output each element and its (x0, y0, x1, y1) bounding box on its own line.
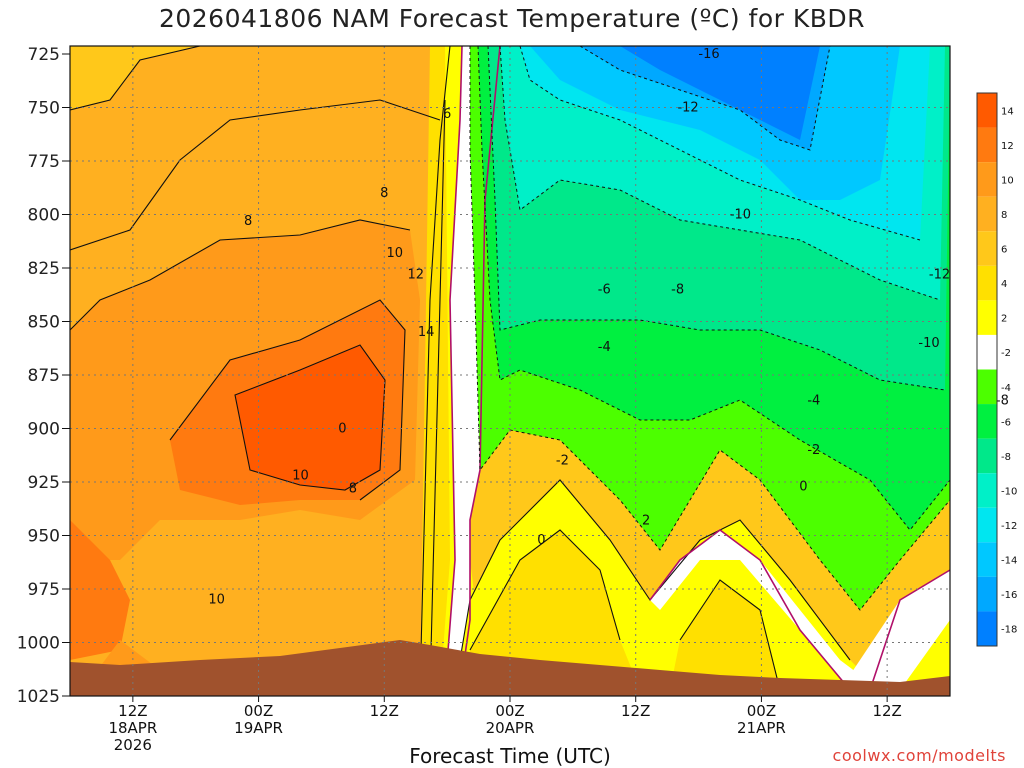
x-tick-label: 12Z (621, 702, 650, 720)
contour-label: 8 (349, 481, 357, 496)
x-tick-label: 21APR (737, 719, 786, 737)
colorbar-swatch (977, 196, 997, 232)
contour-label: -12 (929, 267, 950, 282)
colorbar-label: -16 (1001, 590, 1017, 601)
colorbar-swatch (977, 611, 997, 646)
colorbar-swatch (977, 127, 997, 163)
contour-label: -16 (698, 47, 719, 62)
colorbar-frame (976, 92, 998, 647)
contour-lines (70, 46, 851, 691)
y-tick-label: 975 (28, 580, 60, 600)
colorbar-label: 8 (1001, 210, 1007, 221)
contour-label: -12 (677, 101, 698, 116)
y-tick-label: 925 (28, 473, 60, 493)
x-tick-label: 12Z (872, 702, 901, 720)
contour-label: -2 (807, 443, 820, 458)
contour-label: -10 (918, 336, 939, 351)
colorbar-swatch (977, 231, 997, 266)
y-tick-label: 1025 (17, 687, 60, 707)
contour-label: 2 (642, 514, 650, 529)
colorbar-label: 12 (1001, 141, 1014, 152)
x-tick-label: 00Z (244, 702, 273, 720)
x-tick-label: 20APR (486, 719, 535, 737)
colorbar-label: -8 (1001, 452, 1011, 463)
chart-title: 2026041806 NAM Forecast Temperature (ºC)… (158, 4, 866, 33)
contour-label: 8 (380, 186, 388, 201)
negative-contours (469, 46, 950, 611)
y-tick-label: 825 (28, 259, 60, 279)
colorbar-label: -14 (1001, 556, 1017, 567)
contour-label: 12 (407, 267, 424, 282)
colorbar-swatch (977, 93, 997, 128)
contour-label: 10 (292, 469, 309, 484)
y-tick-label: 875 (28, 366, 60, 386)
colorbar-label: 4 (1001, 279, 1007, 290)
y-tick-label: 725 (28, 45, 60, 65)
contour-label: -2 (556, 454, 569, 469)
contour-label: 14 (418, 325, 435, 340)
x-tick-label: 2026 (114, 736, 152, 754)
colorbar-swatch (977, 265, 997, 301)
contour-label: 0 (338, 422, 346, 437)
colorbar-swatch (977, 162, 997, 197)
contour-label: 0 (537, 533, 545, 548)
colorbar-swatch (977, 438, 997, 474)
y-tick-label: 750 (28, 99, 60, 119)
contour-label: -8 (671, 282, 684, 297)
colorbar-label: 10 (1001, 175, 1014, 186)
y-tick-label: 1000 (17, 634, 60, 654)
contour-label: -4 (598, 340, 611, 355)
y-tick-label: 900 (28, 420, 60, 440)
y-tick-label: 775 (28, 152, 60, 172)
contour-label: 10 (386, 246, 403, 261)
terrain-surface (70, 640, 950, 696)
colorbar-label: 6 (1001, 245, 1007, 256)
y-tick-label: 800 (28, 206, 60, 226)
contour-label: -6 (598, 282, 611, 297)
colorbar-swatch (977, 542, 997, 577)
contour-label: 10 (208, 593, 225, 608)
colorbar: 14 12 10 8 6 4 2 -2 -4 -6 -8 -10 -12 -14 -16 -18 (976, 92, 1017, 647)
colorbar-label: 14 (1001, 106, 1014, 117)
colorbar-label: -12 (1001, 521, 1017, 532)
x-tick-label: 19APR (234, 719, 283, 737)
colorbar-swatch (977, 369, 997, 405)
colorbar-label: -10 (1001, 486, 1017, 497)
contour-label: -10 (730, 208, 751, 223)
x-axis-label: Forecast Time (UTC) (409, 744, 611, 768)
x-tick-label: 00Z (495, 702, 524, 720)
y-tick-label: 850 (28, 313, 60, 333)
contour-label: -8 (996, 394, 1009, 409)
y-axis: 725 750 775 800 825 850 875 900 925 950 975 1000 102… (17, 45, 70, 707)
contour-label: 8 (244, 214, 252, 229)
freezing-line (444, 46, 950, 691)
x-tick-label: 18APR (108, 719, 157, 737)
colorbar-swatch (977, 334, 997, 370)
colorbar-label: -6 (1001, 417, 1011, 428)
y-tick-label: 950 (28, 527, 60, 547)
colorbar-swatch (977, 404, 997, 439)
colorbar-swatch (977, 473, 997, 508)
colorbar-label: -2 (1001, 348, 1011, 359)
colorbar-swatch (977, 507, 997, 543)
contour-label: 6 (443, 107, 451, 122)
contour-label: -4 (807, 394, 820, 409)
contour-label: 0 (799, 479, 807, 494)
colorbar-label: 2 (1001, 314, 1007, 325)
credit-text: coolwx.com/modelts (832, 746, 1006, 765)
colorbar-swatch (977, 576, 997, 612)
contour-label-layer: -16-12-10-12-10-8-6-4-4 -8-2-200268810121… (208, 47, 1008, 608)
x-tick-label: 12Z (118, 702, 147, 720)
colorbar-label: -18 (1001, 625, 1017, 636)
colorbar-label: -4 (1001, 383, 1011, 394)
colorbar-swatch (977, 300, 997, 335)
x-tick-label: 00Z (747, 702, 776, 720)
gridlines (70, 46, 950, 696)
x-tick-label: 12Z (370, 702, 399, 720)
